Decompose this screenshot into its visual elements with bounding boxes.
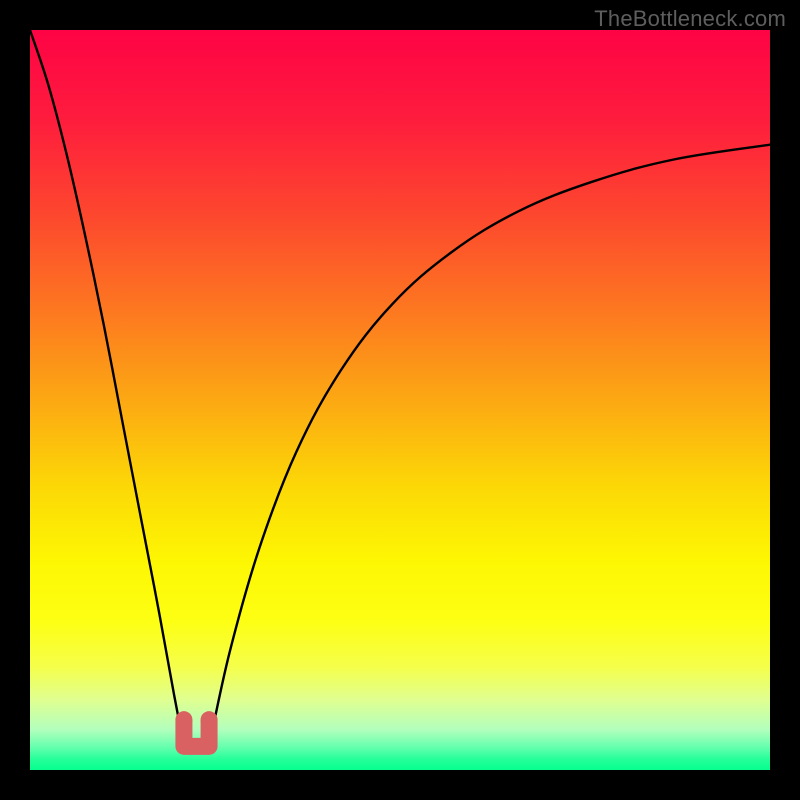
bottleneck-chart [30,30,770,770]
chart-frame: TheBottleneck.com [0,0,800,800]
watermark-text: TheBottleneck.com [594,6,786,32]
chart-background [30,30,770,770]
